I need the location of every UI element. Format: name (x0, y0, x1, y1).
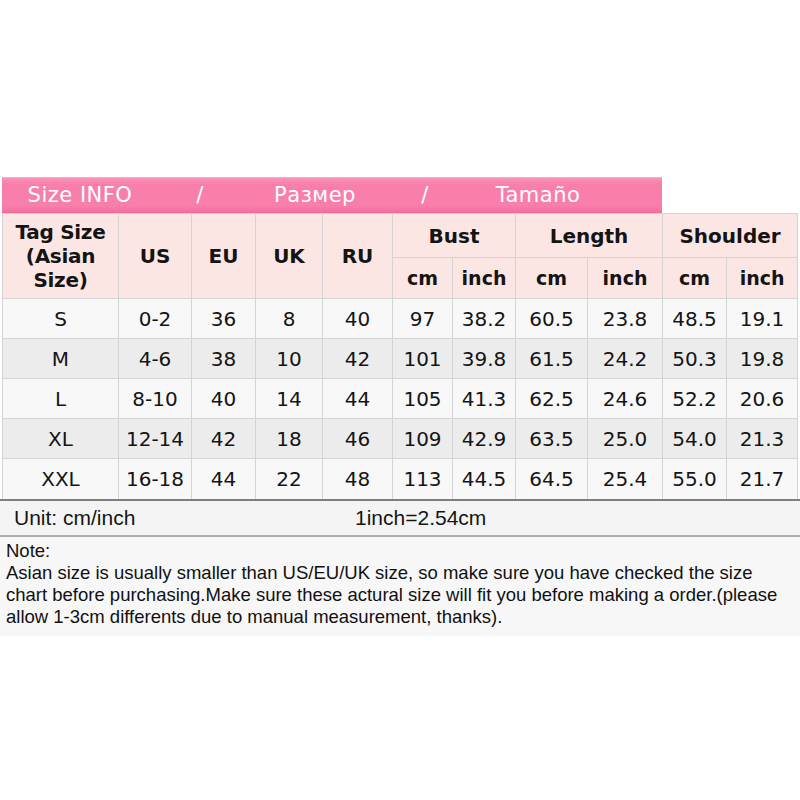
cell-us: 12-14 (119, 419, 192, 459)
cell-length-cm: 64.5 (516, 459, 588, 499)
banner-separator: / (388, 183, 462, 207)
cell-length-inch: 25.4 (588, 459, 663, 499)
cell-length-cm: 60.5 (516, 299, 588, 339)
cell-shoulder-cm: 50.3 (663, 339, 727, 379)
size-chart-table: Tag Size (Asian Size) US EU UK RU Bust L… (2, 213, 798, 499)
note-section: Note: Asian size is usually smaller than… (0, 537, 800, 636)
cell-length-inch: 23.8 (588, 299, 663, 339)
header-bust: Bust (393, 214, 516, 258)
cell-uk: 18 (256, 419, 323, 459)
cell-eu: 38 (192, 339, 256, 379)
row-tag: S (3, 299, 119, 339)
cell-shoulder-inch: 21.3 (727, 419, 798, 459)
row-tag: L (3, 379, 119, 419)
cell-ru: 40 (323, 299, 393, 339)
header-eu: EU (192, 214, 256, 299)
cell-shoulder-cm: 48.5 (663, 299, 727, 339)
cell-bust-inch: 38.2 (453, 299, 516, 339)
cell-length-cm: 61.5 (516, 339, 588, 379)
cell-length-inch: 25.0 (588, 419, 663, 459)
cell-eu: 36 (192, 299, 256, 339)
size-info-banner: Size INFO / Размер / Tamaño (2, 177, 662, 213)
size-chart-panel: Size INFO / Размер / Tamaño Tag Size (As… (0, 177, 800, 636)
header-shoulder: Shoulder (663, 214, 798, 258)
banner-label-tamano: Tamaño (462, 183, 614, 207)
subheader-bust-inch: inch (453, 258, 516, 299)
table-row-l: L 8-10 40 14 44 105 41.3 62.5 24.6 52.2 … (3, 379, 798, 419)
cell-bust-cm: 109 (393, 419, 453, 459)
cell-uk: 10 (256, 339, 323, 379)
cell-shoulder-inch: 20.6 (727, 379, 798, 419)
header-group-row: Tag Size (Asian Size) US EU UK RU Bust L… (3, 214, 798, 258)
note-body: Asian size is usually smaller than US/EU… (6, 562, 790, 628)
cell-ru: 46 (323, 419, 393, 459)
subheader-shoulder-cm: cm (663, 258, 727, 299)
header-uk: UK (256, 214, 323, 299)
subheader-shoulder-inch: inch (727, 258, 798, 299)
header-tag-size-line2: (Asian Size) (3, 244, 118, 292)
header-ru: RU (323, 214, 393, 299)
row-tag: M (3, 339, 119, 379)
cell-shoulder-cm: 52.2 (663, 379, 727, 419)
cell-ru: 44 (323, 379, 393, 419)
table-row-s: S 0-2 36 8 40 97 38.2 60.5 23.8 48.5 19.… (3, 299, 798, 339)
header-tag-size: Tag Size (Asian Size) (3, 214, 119, 299)
cell-ru: 42 (323, 339, 393, 379)
cell-shoulder-inch: 19.8 (727, 339, 798, 379)
cell-eu: 44 (192, 459, 256, 499)
unit-bar: Unit: cm/inch 1inch=2.54cm (0, 499, 800, 537)
cell-length-cm: 63.5 (516, 419, 588, 459)
header-tag-size-line1: Tag Size (3, 220, 118, 244)
cell-ru: 48 (323, 459, 393, 499)
cell-us: 0-2 (119, 299, 192, 339)
note-title: Note: (6, 540, 790, 562)
cell-us: 8-10 (119, 379, 192, 419)
subheader-length-inch: inch (588, 258, 663, 299)
cell-shoulder-cm: 55.0 (663, 459, 727, 499)
subheader-length-cm: cm (516, 258, 588, 299)
table-row-xl: XL 12-14 42 18 46 109 42.9 63.5 25.0 54.… (3, 419, 798, 459)
row-tag: XL (3, 419, 119, 459)
cell-bust-cm: 105 (393, 379, 453, 419)
cell-bust-cm: 97 (393, 299, 453, 339)
cell-us: 16-18 (119, 459, 192, 499)
banner-label-razmer: Размер (242, 183, 388, 207)
subheader-bust-cm: cm (393, 258, 453, 299)
header-us: US (119, 214, 192, 299)
cell-bust-inch: 41.3 (453, 379, 516, 419)
cell-bust-inch: 39.8 (453, 339, 516, 379)
unit-label: Unit: cm/inch (14, 506, 135, 530)
cell-uk: 22 (256, 459, 323, 499)
banner-separator: / (158, 183, 242, 207)
row-tag: XXL (3, 459, 119, 499)
table-row-m: M 4-6 38 10 42 101 39.8 61.5 24.2 50.3 1… (3, 339, 798, 379)
banner-label-size-info: Size INFO (2, 183, 158, 207)
cell-us: 4-6 (119, 339, 192, 379)
cell-shoulder-inch: 21.7 (727, 459, 798, 499)
cell-eu: 40 (192, 379, 256, 419)
cell-eu: 42 (192, 419, 256, 459)
cell-length-inch: 24.6 (588, 379, 663, 419)
cell-uk: 8 (256, 299, 323, 339)
header-length: Length (516, 214, 663, 258)
cell-shoulder-cm: 54.0 (663, 419, 727, 459)
table-row-xxl: XXL 16-18 44 22 48 113 44.5 64.5 25.4 55… (3, 459, 798, 499)
conversion-label: 1inch=2.54cm (355, 506, 486, 530)
cell-uk: 14 (256, 379, 323, 419)
cell-bust-inch: 42.9 (453, 419, 516, 459)
cell-bust-inch: 44.5 (453, 459, 516, 499)
cell-length-cm: 62.5 (516, 379, 588, 419)
cell-shoulder-inch: 19.1 (727, 299, 798, 339)
cell-bust-cm: 101 (393, 339, 453, 379)
cell-length-inch: 24.2 (588, 339, 663, 379)
cell-bust-cm: 113 (393, 459, 453, 499)
